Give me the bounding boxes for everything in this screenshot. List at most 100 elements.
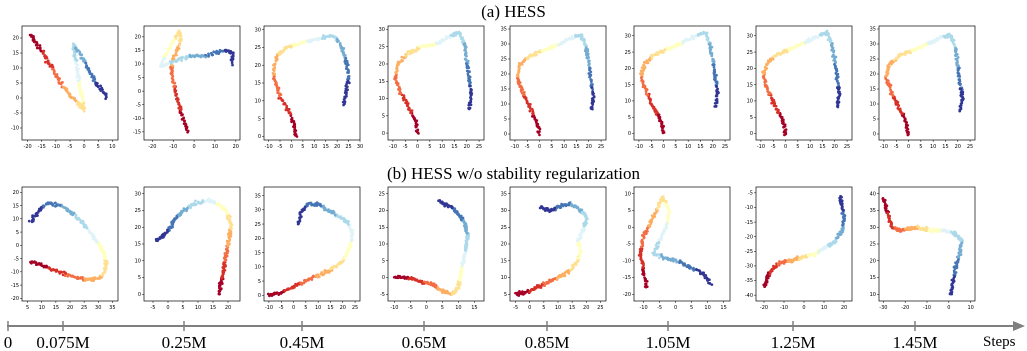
y-tick-label: 20 [625, 66, 631, 72]
y-tick-label: 30 [501, 208, 507, 214]
scatter-panel-b-3: -10 -5 0 5 10 15 20 25 35 30 25 20 15 10 5 0 [255, 186, 361, 311]
scatter-point [646, 229, 649, 233]
scatter-point [714, 104, 718, 108]
scatter-point [674, 258, 678, 262]
scatter-point [196, 200, 200, 204]
scatter-point [515, 76, 519, 80]
scatter-point [190, 202, 193, 206]
scatter-points [158, 29, 235, 134]
plot-frame [878, 186, 976, 302]
scatter-point [530, 115, 534, 118]
scatter-point [438, 288, 442, 292]
scatter-point [823, 247, 827, 251]
scatter-point [710, 283, 714, 287]
scatter-point [960, 241, 964, 245]
scatter-point [841, 222, 845, 226]
y-tick-label: 20 [135, 35, 141, 41]
scatter-point [661, 257, 665, 261]
scatter-point [575, 256, 579, 260]
scatter-point [467, 103, 471, 107]
y-tick-label: 5 [873, 117, 876, 123]
scatter-point [173, 35, 177, 38]
scatter-point [429, 44, 433, 48]
scatter-point [31, 215, 34, 219]
plot-frame [143, 25, 241, 141]
scatter-point [225, 216, 229, 220]
scatter-point [713, 101, 717, 105]
scatter-point [648, 225, 652, 228]
y-tick-label: 30 [379, 27, 385, 33]
scatter-point [46, 60, 49, 63]
scatter-point [568, 201, 571, 205]
scatter-point [169, 42, 173, 46]
x-tick-label: 30 [95, 305, 101, 311]
scatter-point [75, 75, 79, 79]
scatter-point [342, 103, 345, 107]
x-tick-label: 10 [109, 144, 115, 150]
x-tick-label: 15 [573, 144, 579, 150]
scatter-point [460, 264, 464, 268]
scatter-point [642, 63, 645, 67]
scatter-point [349, 241, 353, 245]
scatter-point [80, 53, 83, 57]
scatter-points [266, 201, 355, 298]
x-tick-label: 0 [166, 305, 169, 311]
scatter-point [178, 212, 182, 216]
scatter-point [770, 101, 773, 105]
scatter-point [958, 75, 962, 78]
x-tick-label: -5 [279, 305, 284, 311]
scatter-point [953, 270, 956, 274]
scatter-point [546, 281, 550, 284]
scatter-point [279, 96, 283, 100]
scatter-point [170, 71, 174, 75]
y-tick-label: -20 [623, 292, 631, 298]
y-tick-label: 15 [379, 79, 385, 85]
scatter-point [641, 85, 645, 89]
scatter-points [762, 194, 847, 289]
scatter-point [32, 38, 36, 42]
scatter-point [75, 72, 79, 76]
timeline-arrowhead [1013, 321, 1025, 331]
y-tick-label: 5 [628, 208, 631, 214]
scatter-point [698, 270, 702, 274]
scatter-point [178, 37, 182, 41]
scatter-point [175, 53, 178, 57]
scatter-point [416, 128, 420, 132]
x-tick-label: 20 [225, 305, 231, 311]
scatter-point [901, 53, 904, 56]
scatter-point [958, 87, 962, 91]
scatter-point [468, 70, 471, 74]
scatter-point [458, 281, 462, 284]
scatter-point [70, 96, 73, 100]
timeline-tick-label: 0.075M [36, 333, 89, 351]
scatter-point [894, 100, 898, 104]
x-tick-label: 10 [212, 144, 218, 150]
x-tick-label: 0 [784, 144, 787, 150]
x-tick-label: 20 [583, 305, 589, 311]
scatter-point [807, 37, 811, 40]
scatter-point [288, 111, 292, 114]
scatter-point [218, 286, 221, 290]
y-tick-label: 30 [255, 208, 261, 214]
scatter-point [79, 88, 82, 92]
scatter-point [460, 37, 463, 41]
scatter-point [204, 53, 208, 57]
scatter-point [541, 48, 545, 52]
scatter-point [586, 217, 589, 221]
scatter-point [591, 102, 595, 105]
scatter-panel-a-6: -10 -5 0 5 10 15 20 25 30 25 20 15 10 5 0 [625, 25, 731, 150]
scatter-point [661, 255, 664, 259]
scatter-point [100, 244, 103, 248]
scatter-point [704, 274, 708, 277]
scatter-point [822, 31, 826, 35]
scatter-points [27, 201, 109, 283]
scatter-point [463, 48, 466, 52]
y-tick-label: 5 [258, 279, 261, 285]
x-tick-label: 0 [662, 144, 665, 150]
scatter-point [679, 43, 683, 47]
scatter-point [337, 39, 340, 43]
scatter-point [793, 45, 797, 48]
scatter-point [683, 263, 687, 267]
scatter-point [936, 38, 940, 42]
scatter-point [74, 66, 78, 70]
